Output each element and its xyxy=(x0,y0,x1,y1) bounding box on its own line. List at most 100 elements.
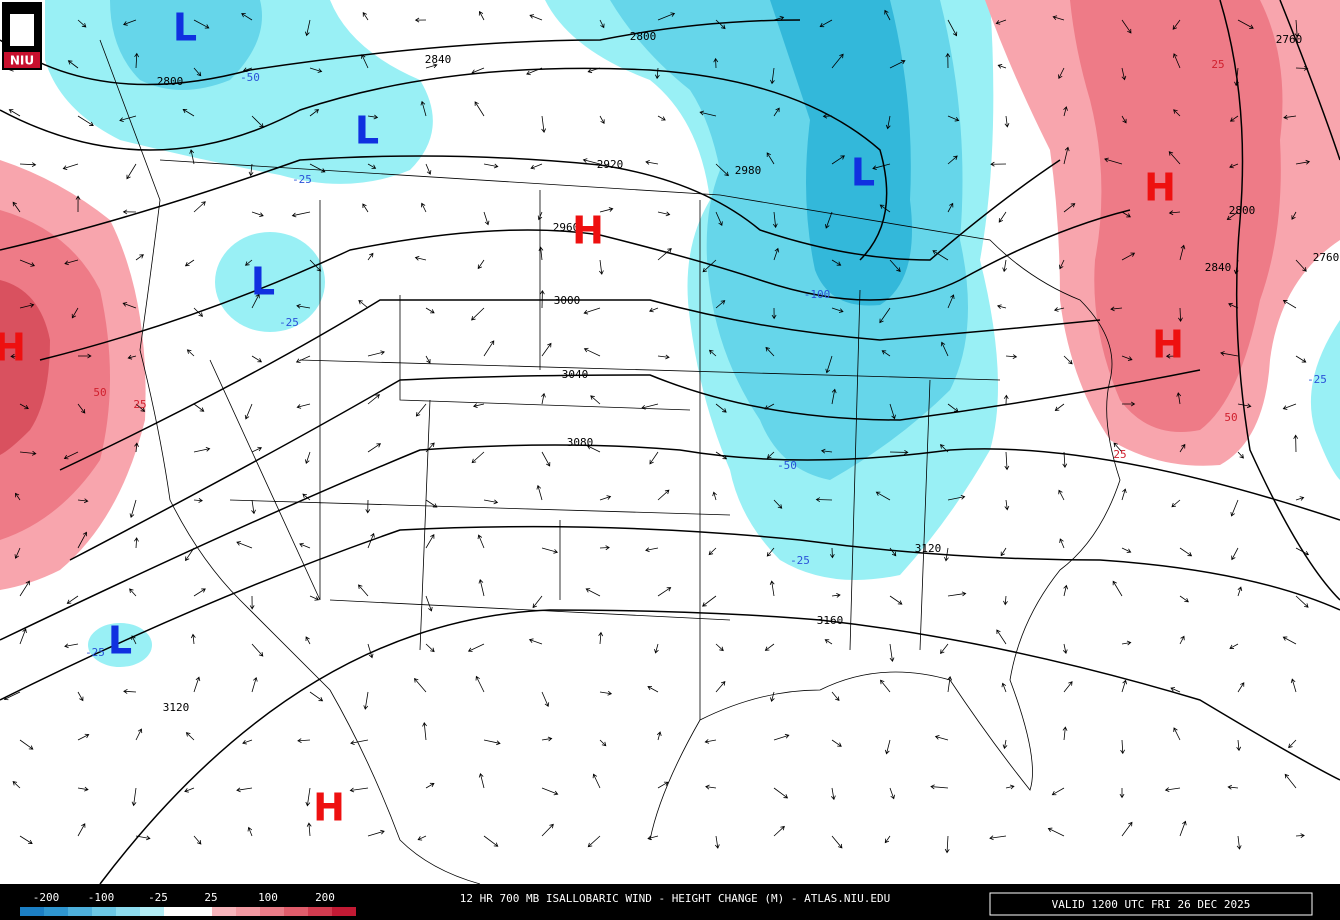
wind-arrow xyxy=(764,643,775,651)
wind-arrow xyxy=(1165,353,1181,359)
wind-arrow xyxy=(1173,53,1181,69)
footer-title: 12 HR 700 MB ISALLOBARIC WIND - HEIGHT C… xyxy=(460,892,890,905)
wind-arrow xyxy=(472,403,485,408)
wind-arrow xyxy=(657,489,670,501)
wind-arrow xyxy=(1121,547,1132,553)
wind-arrow xyxy=(363,691,369,710)
wind-arrow xyxy=(998,211,1007,223)
height-change-label: -25 xyxy=(1307,373,1327,386)
wind-arrow xyxy=(251,115,264,128)
wind-arrow xyxy=(773,15,785,21)
wind-arrow xyxy=(1002,259,1008,273)
wind-arrow xyxy=(1121,488,1127,501)
wind-arrow xyxy=(1047,827,1065,837)
wind-arrow xyxy=(483,340,495,357)
wind-arrow xyxy=(819,19,833,28)
wind-arrow xyxy=(309,67,323,73)
wind-arrow xyxy=(1179,635,1185,645)
wind-arrow xyxy=(3,691,21,701)
valid-box xyxy=(989,892,1313,916)
wind-arrow xyxy=(193,201,206,213)
wind-arrow xyxy=(829,547,835,559)
contour-label: 2840 xyxy=(1205,261,1232,274)
contour-label: 3040 xyxy=(562,368,589,381)
wind-arrow xyxy=(715,300,726,309)
wind-arrow xyxy=(1063,355,1073,365)
wind-arrow xyxy=(541,392,546,405)
wind-arrow xyxy=(541,342,552,357)
wind-arrow xyxy=(477,534,485,549)
height-change-label: 25 xyxy=(133,398,146,411)
height-contours xyxy=(0,0,1340,885)
wind-arrow xyxy=(1063,203,1076,213)
wind-arrow xyxy=(930,784,949,790)
wind-arrow xyxy=(1288,739,1297,749)
wind-arrow xyxy=(996,629,1007,645)
wind-arrow xyxy=(825,355,833,374)
wind-arrow xyxy=(582,158,601,165)
wind-arrow xyxy=(1121,640,1132,646)
wind-arrow xyxy=(193,67,202,77)
wind-arrow xyxy=(193,835,202,845)
wind-arrow xyxy=(1293,434,1299,453)
wind-arrow xyxy=(1121,211,1131,218)
wind-arrow xyxy=(302,493,311,501)
legend-swatch xyxy=(284,907,308,916)
wind-arrow xyxy=(940,341,949,357)
wind-arrow xyxy=(705,784,717,790)
wind-arrow xyxy=(1291,211,1297,220)
wind-arrow xyxy=(702,259,717,273)
wind-arrow xyxy=(947,494,966,501)
wind-arrow xyxy=(1178,307,1183,322)
wind-arrow xyxy=(990,161,1007,167)
wind-arrow xyxy=(1110,306,1123,312)
wind-arrow xyxy=(657,115,666,121)
wind-arrow xyxy=(649,307,659,313)
wind-arrow xyxy=(599,690,613,696)
wind-arrow xyxy=(599,259,604,275)
wind-arrow xyxy=(831,388,837,405)
wind-arrow xyxy=(1283,114,1297,120)
wind-arrow xyxy=(884,739,891,755)
wind-arrow xyxy=(251,293,260,309)
wind-arrow xyxy=(530,163,543,170)
wind-arrow xyxy=(483,835,499,847)
wind-arrow xyxy=(77,733,90,741)
wind-arrow xyxy=(478,772,485,789)
wind-arrow xyxy=(467,643,485,653)
wind-arrow xyxy=(241,13,253,21)
wind-arrow xyxy=(1236,835,1242,850)
wind-arrow xyxy=(657,12,676,21)
wind-arrow xyxy=(309,691,324,702)
wind-arrow xyxy=(367,443,382,453)
wind-arrow xyxy=(350,739,369,746)
wind-arrow xyxy=(939,444,949,453)
wind-arrow xyxy=(193,588,206,597)
contour-label: 3120 xyxy=(163,701,190,714)
wind-arrow xyxy=(134,52,140,69)
wind-arrow xyxy=(528,638,543,645)
wind-arrow xyxy=(1282,403,1297,410)
wind-arrow xyxy=(889,449,909,455)
legend-label: -200 xyxy=(33,891,60,904)
wind-arrow xyxy=(297,738,311,744)
legend-label: -25 xyxy=(148,891,168,904)
wind-arrow xyxy=(251,211,264,217)
wind-arrow xyxy=(296,403,311,409)
wind-arrow xyxy=(193,403,205,412)
wind-arrow xyxy=(134,537,139,549)
wind-arrow xyxy=(773,499,783,509)
height-change-label: -50 xyxy=(240,71,260,84)
wind-arrow xyxy=(365,499,371,514)
wind-arrow xyxy=(77,531,88,549)
wind-arrow xyxy=(541,823,554,837)
wind-arrow xyxy=(657,781,669,789)
wind-arrow xyxy=(296,303,311,309)
wind-arrow xyxy=(1290,678,1297,693)
wind-arrow xyxy=(773,733,790,741)
logo-text: NIU xyxy=(10,54,34,68)
wind-arrow xyxy=(1004,451,1010,471)
wind-arrow xyxy=(831,787,836,801)
contour-label: 2800 xyxy=(1229,204,1256,217)
wind-arrow xyxy=(122,209,137,215)
